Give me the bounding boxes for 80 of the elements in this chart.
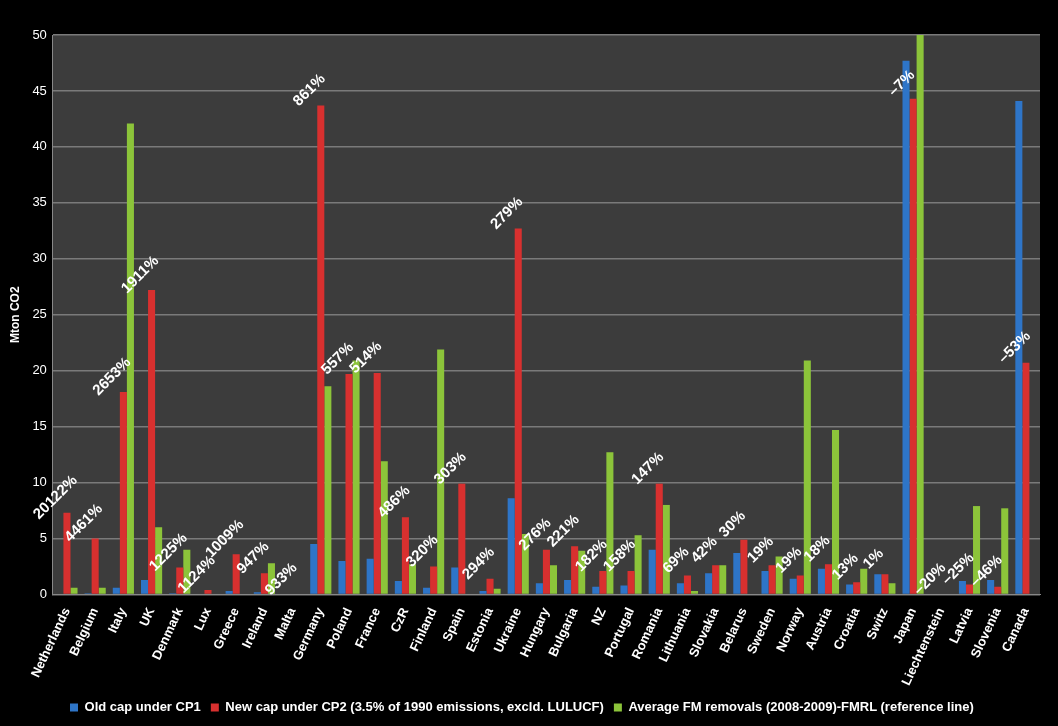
bar [965, 584, 974, 594]
x-tick-label: Italy [104, 604, 130, 636]
bar [479, 591, 487, 594]
y-tick-label: 20 [32, 362, 47, 378]
bar [486, 578, 494, 594]
annotation: 69% [658, 542, 692, 576]
bar [423, 587, 431, 594]
legend-label: New cap under CP2 (3.5% of 1990 emissions, excld. LULUCF) [225, 699, 604, 715]
x-tick-label: Lux [190, 604, 215, 633]
bar [994, 586, 1002, 594]
bar [225, 591, 233, 594]
bar [141, 579, 149, 594]
bar [549, 565, 558, 594]
y-tick-label: 40 [32, 138, 47, 154]
bar [881, 574, 889, 594]
y-tick-label: 0 [39, 586, 47, 602]
bar [620, 585, 628, 594]
bar [70, 587, 78, 594]
bar [627, 570, 635, 594]
bar [394, 581, 402, 594]
bar [366, 558, 374, 594]
x-tick-label: CzR [387, 604, 412, 635]
bar [676, 583, 684, 594]
y-tick-label: 45 [32, 82, 47, 98]
bar [712, 565, 720, 594]
bar [1001, 508, 1009, 594]
bar [451, 567, 459, 594]
bar [1022, 362, 1030, 594]
bar [860, 568, 868, 594]
bar [430, 566, 438, 594]
bar [310, 544, 318, 594]
bar [690, 591, 699, 594]
x-tick-label: Spain [439, 605, 468, 644]
y-axis-title: Mton CO2 [7, 286, 22, 344]
bar [592, 586, 600, 594]
legend-label: Old cap under CP1 [84, 699, 201, 715]
bar [817, 568, 825, 594]
bar [719, 565, 727, 594]
bar [909, 98, 917, 594]
bar [564, 579, 572, 594]
bar [204, 589, 212, 594]
y-tick-label: 50 [32, 26, 47, 42]
bar [324, 386, 332, 594]
bar [599, 570, 607, 594]
bar [373, 372, 381, 594]
bar [98, 587, 106, 594]
bar [888, 583, 896, 594]
bar [705, 573, 713, 594]
bar [535, 583, 543, 594]
annotation: –7% [884, 65, 918, 100]
y-tick-label: 35 [32, 194, 47, 210]
bar [634, 535, 642, 594]
legend-label: Average FM removals (2008-2009)-FMRL (reference line) [628, 699, 974, 715]
bar [768, 565, 776, 594]
bar [958, 581, 966, 594]
bar [824, 564, 832, 594]
bar [740, 539, 748, 594]
bar [655, 483, 663, 594]
bar [683, 575, 691, 594]
y-tick-label: 30 [32, 250, 47, 266]
bar [789, 578, 797, 594]
bar [796, 575, 804, 594]
bar [648, 549, 656, 594]
bar [338, 560, 346, 594]
annotation: 1% [858, 544, 887, 572]
y-tick-label: 5 [39, 530, 47, 546]
y-tick-label: 15 [32, 418, 47, 434]
bar [853, 582, 861, 594]
bar [846, 584, 854, 594]
bar [761, 570, 769, 594]
bar [733, 553, 741, 594]
bar [542, 549, 550, 594]
x-tick-label: NZ [587, 605, 609, 628]
bar [493, 588, 501, 594]
x-tick-label: Switz [863, 604, 892, 642]
bar [874, 574, 882, 594]
bar [345, 374, 353, 594]
bar [507, 498, 515, 594]
y-tick-label: 25 [32, 306, 47, 322]
bar [112, 587, 120, 594]
